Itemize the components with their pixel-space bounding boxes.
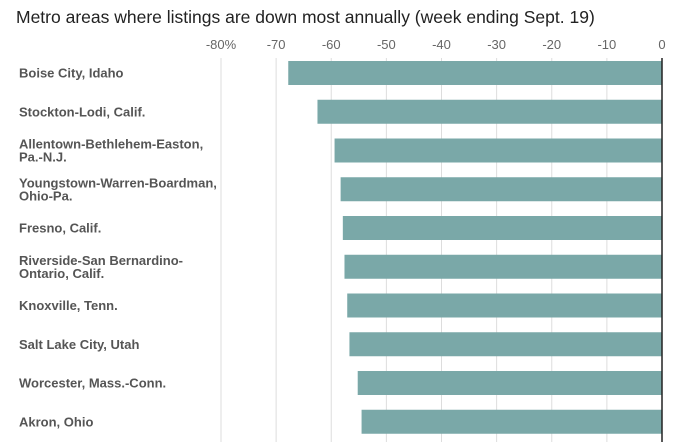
x-tick-label: -50: [377, 37, 396, 52]
x-tick-label: -70: [267, 37, 286, 52]
x-tick-label: -10: [597, 37, 616, 52]
bar: [349, 332, 662, 357]
bar: [344, 254, 662, 279]
category-label: Youngstown-Warren-Boardman, Ohio-Pa.: [19, 175, 217, 203]
chart-title: Metro areas where listings are down most…: [16, 7, 595, 27]
category-label: Riverside-San Bernardino-Ontario, Calif.: [19, 253, 183, 281]
x-axis-ticks: -80% -70 -60 -50 -40 -30 -20 -10 0: [206, 37, 666, 52]
x-tick-label: -30: [487, 37, 506, 52]
x-tick-label: -40: [432, 37, 451, 52]
bar: [357, 371, 662, 395]
x-tick-label: -60: [322, 37, 341, 52]
category-label: Fresno, Calif.: [19, 221, 101, 236]
bar: [334, 138, 662, 163]
bars: [288, 61, 662, 434]
bar: [288, 61, 662, 85]
category-label: Boise City, Idaho: [19, 66, 124, 81]
category-label: Akron, Ohio: [19, 414, 93, 429]
bar: [342, 216, 662, 240]
category-label: Worcester, Mass.-Conn.: [19, 376, 166, 391]
x-tick-label: -20: [542, 37, 561, 52]
category-label: Stockton-Lodi, Calif.: [19, 104, 145, 119]
bar: [317, 99, 662, 124]
category-label: Allentown-Bethlehem-Easton, Pa.-N.J.: [19, 137, 203, 165]
x-tick-label: -80%: [206, 37, 237, 52]
category-label: Salt Lake City, Utah: [19, 337, 139, 352]
category-label: Knoxville, Tenn.: [19, 298, 118, 313]
category-labels: Boise City, Idaho Stockton-Lodi, Calif. Al…: [19, 66, 217, 430]
bar: [361, 409, 662, 434]
bar: [347, 293, 662, 318]
bar: [340, 177, 662, 202]
x-tick-label: 0: [658, 37, 665, 52]
